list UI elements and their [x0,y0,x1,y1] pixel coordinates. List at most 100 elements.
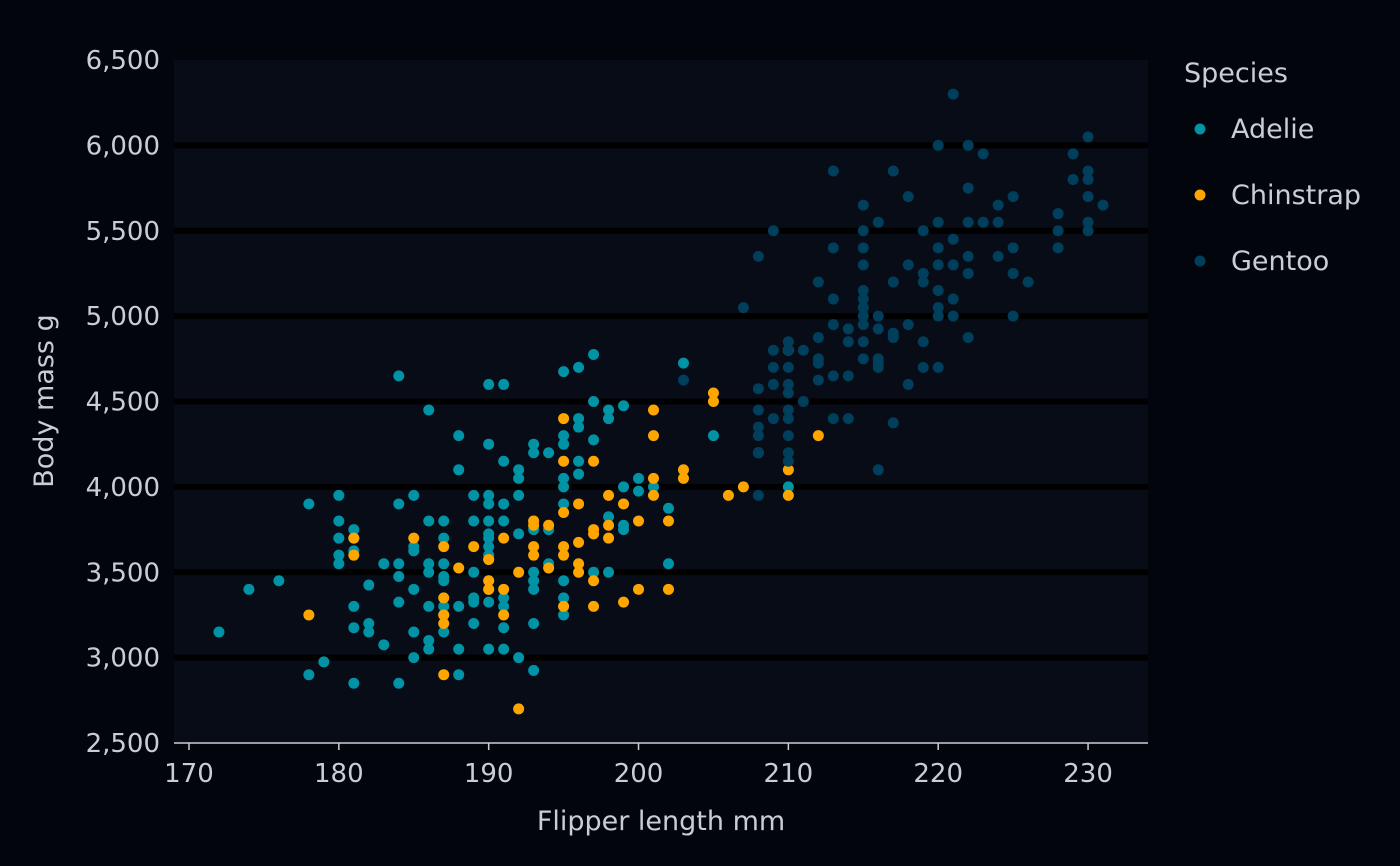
data-point-gentoo [752,447,764,459]
data-point-chinstrap [603,532,615,544]
data-point-gentoo [827,319,839,331]
data-point-chinstrap [618,498,630,510]
data-point-gentoo [1007,191,1019,203]
data-point-gentoo [812,331,824,343]
data-point-chinstrap [677,472,689,484]
y-tick-label: 4,500 [86,388,160,418]
data-point-adelie [213,626,225,638]
data-point-chinstrap [662,583,674,595]
data-point-chinstrap [573,566,585,578]
data-point-adelie [528,447,540,459]
data-point-adelie [453,600,465,612]
data-point-gentoo [752,383,764,395]
data-point-adelie [528,575,540,587]
data-point-chinstrap [588,528,600,540]
data-point-adelie [513,652,525,664]
data-point-gentoo [992,216,1004,228]
data-point-gentoo [872,361,884,373]
data-point-chinstrap [603,519,615,531]
data-point-chinstrap [648,430,660,442]
data-point-chinstrap [648,404,660,416]
data-point-adelie [483,515,495,527]
legend-title: Species [1184,58,1288,89]
data-point-gentoo [1007,242,1019,254]
data-point-gentoo [1082,174,1094,186]
data-point-adelie [333,489,345,501]
data-point-adelie [453,643,465,655]
data-point-adelie [333,532,345,544]
data-point-gentoo [902,259,914,271]
data-point-gentoo [782,378,794,390]
data-point-chinstrap [618,596,630,608]
data-point-gentoo [917,276,929,288]
data-point-gentoo [992,250,1004,262]
data-point-adelie [408,489,420,501]
data-point-adelie [468,489,480,501]
data-point-adelie [528,617,540,629]
data-point-adelie [588,434,600,446]
data-point-adelie [408,545,420,557]
data-point-chinstrap [513,566,525,578]
data-point-gentoo [917,225,929,237]
data-point-chinstrap [528,519,540,531]
data-point-chinstrap [438,617,450,629]
data-point-adelie [393,571,405,583]
data-point-adelie [363,617,375,629]
data-point-adelie [483,532,495,544]
data-point-adelie [498,600,510,612]
axes: 170 180 190 200 210 220 230 2,500 3,000 3,500 4,0… [29,46,1148,837]
data-point-adelie [573,468,585,480]
data-point-gentoo [797,396,809,407]
data-point-chinstrap [438,669,450,681]
data-point-gentoo [842,413,854,425]
data-point-adelie [483,489,495,501]
data-point-adelie [558,472,570,484]
data-point-gentoo [1082,191,1094,203]
data-point-adelie [393,677,405,689]
data-point-gentoo [1007,310,1019,322]
data-point-gentoo [872,323,884,335]
x-axis-title: Flipper length mm [537,806,785,837]
data-point-gentoo [902,378,914,390]
data-point-gentoo [932,139,944,151]
data-point-gentoo [857,259,869,271]
data-point-adelie [513,489,525,501]
data-point-gentoo [857,199,869,211]
data-point-adelie [438,532,450,544]
legend-item-gentoo: Gentoo [1194,246,1329,277]
data-point-adelie [558,438,570,450]
data-point-adelie [633,485,645,497]
data-point-adelie [453,464,465,476]
data-point-gentoo [932,302,944,314]
data-point-chinstrap [528,549,540,561]
data-point-adelie [408,583,420,595]
data-point-chinstrap [408,532,420,544]
data-point-chinstrap [543,562,555,574]
data-point-gentoo [827,293,839,305]
data-point-gentoo [752,421,764,433]
data-point-adelie [333,515,345,527]
data-point-gentoo [1082,165,1094,177]
data-point-adelie [408,626,420,638]
data-point-gentoo [932,216,944,228]
data-point-gentoo [857,353,869,365]
data-point-adelie [618,400,630,412]
data-point-adelie [363,626,375,638]
y-tick-label: 4,000 [86,473,160,503]
data-point-gentoo [962,267,974,279]
data-point-adelie [438,515,450,527]
data-point-gentoo [1052,242,1064,254]
legend-item-adelie: Adelie [1194,114,1314,145]
data-point-gentoo [932,285,944,297]
data-point-chinstrap [468,541,480,553]
data-point-adelie [318,656,330,668]
y-tick-label: 6,000 [86,131,160,161]
data-point-adelie [378,558,390,570]
data-point-adelie [468,515,480,527]
data-point-gentoo [1052,225,1064,237]
data-point-gentoo [962,216,974,228]
data-point-chinstrap [573,498,585,510]
data-point-gentoo [767,361,779,373]
data-point-gentoo [857,242,869,254]
